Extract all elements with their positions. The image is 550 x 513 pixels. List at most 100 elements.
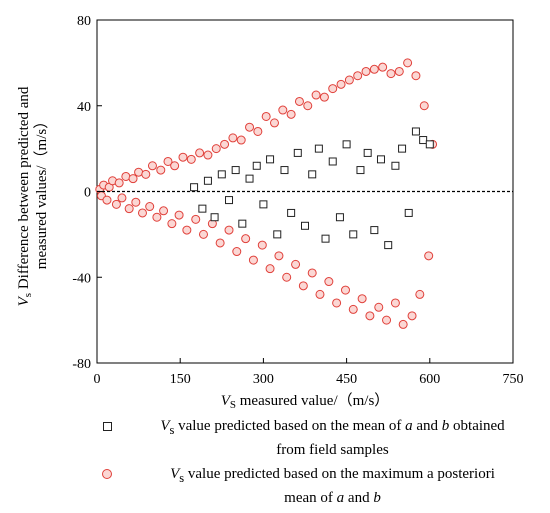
legend-var-a: a	[336, 490, 345, 506]
x-tick-label: 750	[503, 372, 524, 387]
posterior-point	[167, 219, 177, 229]
legend-text-part: mean of	[284, 490, 337, 506]
posterior-point	[203, 150, 213, 160]
field-point	[231, 166, 240, 175]
posterior-point	[191, 214, 201, 224]
field-point	[198, 204, 207, 213]
posterior-point	[195, 148, 205, 158]
circle-marker-icon	[102, 469, 112, 479]
y-tick-label: 40	[77, 100, 91, 115]
y-axis-title-line1: Vs Difference between predicted and	[16, 86, 34, 306]
posterior-point	[424, 251, 434, 261]
posterior-point	[236, 135, 246, 145]
posterior-point	[415, 289, 425, 299]
field-point	[190, 183, 199, 192]
legend-var-b: b	[441, 418, 450, 434]
legend-sub: s	[169, 423, 175, 437]
x-axis-title: VS measured value/（m/s）	[221, 392, 390, 411]
posterior-point	[407, 311, 417, 321]
posterior-point	[174, 210, 184, 220]
posterior-point	[315, 289, 325, 299]
posterior-point	[374, 302, 384, 312]
field-point	[273, 230, 282, 239]
field-point	[252, 161, 261, 170]
posterior-point	[365, 311, 375, 321]
posterior-point	[265, 264, 275, 274]
field-point	[210, 213, 219, 222]
x-tick-label: 0	[94, 372, 101, 387]
posterior-point	[182, 225, 192, 235]
posterior-point	[328, 84, 338, 94]
posterior-point	[394, 66, 404, 76]
field-point	[404, 208, 413, 217]
legend-text-part: value predicted based on the mean of	[174, 418, 406, 434]
square-marker-icon	[102, 421, 112, 431]
field-point	[314, 144, 323, 153]
legend-text-part: value predicted based on the maximum a p…	[184, 466, 495, 482]
posterior-point	[298, 281, 308, 291]
field-point	[280, 166, 289, 175]
posterior-point	[307, 268, 317, 278]
posterior-point	[241, 234, 251, 244]
field-point	[225, 196, 234, 205]
field-point	[411, 127, 420, 136]
x-tick-label: 300	[253, 372, 274, 387]
posterior-point	[163, 156, 173, 166]
posterior-point	[286, 109, 296, 119]
posterior-point	[369, 64, 379, 74]
scatter-chart: 0 150 300 450 600 750 -80 -40 0 40 80 VS measured v…	[16, 14, 524, 411]
posterior-point	[211, 144, 221, 154]
posterior-point	[152, 212, 162, 222]
field-point	[370, 226, 379, 235]
legend-text-part: and	[412, 418, 442, 434]
posterior-point	[145, 202, 155, 212]
field-point	[349, 230, 358, 239]
field-point	[335, 213, 344, 222]
posterior-point	[137, 208, 147, 218]
posterior-point	[170, 161, 180, 171]
posterior-point	[178, 152, 188, 162]
posterior-point	[340, 285, 350, 295]
field-point	[376, 155, 385, 164]
field-point	[301, 221, 309, 230]
posterior-point	[386, 69, 396, 79]
field-point	[398, 144, 407, 153]
posterior-point	[332, 298, 342, 308]
posterior-point	[198, 229, 208, 239]
posterior-point	[382, 315, 392, 325]
y-tick-label: 0	[84, 186, 91, 201]
posterior-point	[291, 259, 301, 269]
posterior-point	[156, 165, 166, 175]
field-point	[419, 136, 428, 145]
posterior-point	[311, 90, 321, 100]
posterior-point	[344, 75, 354, 85]
posterior-point	[403, 58, 413, 68]
field-point	[287, 208, 296, 217]
posterior-point	[294, 96, 304, 106]
posterior-point	[261, 111, 271, 121]
field-point	[266, 155, 275, 164]
legend-item-posterior: Vs value predicted based on the maximum …	[100, 464, 545, 508]
field-point	[203, 176, 212, 185]
posterior-point	[303, 101, 313, 111]
field-point	[245, 174, 254, 183]
posterior-point	[336, 79, 346, 89]
y-tick-label: -80	[72, 357, 91, 372]
field-point	[363, 148, 372, 157]
legend-var-a: a	[405, 418, 413, 434]
legend: Vs value predicted based on the mean of …	[100, 416, 545, 508]
posterior-point	[324, 277, 334, 287]
legend-var-b: b	[373, 490, 381, 506]
posterior-point	[248, 255, 258, 265]
field-point	[238, 219, 247, 228]
posterior-point	[117, 193, 127, 203]
posterior-point	[245, 122, 255, 132]
posterior-point	[357, 294, 367, 304]
posterior-point	[282, 272, 292, 282]
posterior-point	[128, 174, 138, 184]
posterior-point	[114, 178, 124, 188]
posterior-point	[257, 240, 267, 250]
posterior-point	[361, 66, 371, 76]
posterior-point	[186, 154, 196, 164]
posterior-point	[124, 204, 134, 214]
